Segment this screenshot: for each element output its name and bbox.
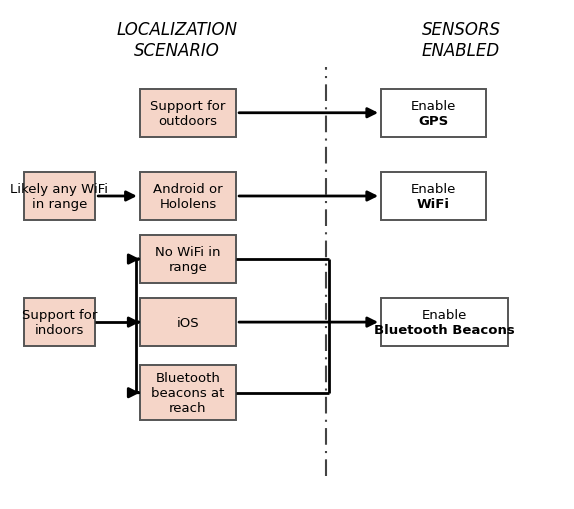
Text: Bluetooth
beacons at
reach: Bluetooth beacons at reach	[152, 372, 224, 414]
Text: Bluetooth Beacons: Bluetooth Beacons	[374, 324, 515, 336]
FancyBboxPatch shape	[139, 90, 236, 137]
FancyBboxPatch shape	[139, 365, 236, 420]
Text: LOCALIZATION
SCENARIO: LOCALIZATION SCENARIO	[117, 21, 238, 60]
Text: Likely any WiFi
in range: Likely any WiFi in range	[10, 183, 108, 211]
Text: No WiFi in
range: No WiFi in range	[155, 245, 220, 273]
Text: Enable: Enable	[410, 183, 456, 195]
Text: GPS: GPS	[418, 115, 448, 128]
Text: Enable: Enable	[422, 308, 467, 321]
Text: Android or
Hololens: Android or Hololens	[153, 183, 223, 211]
Text: SENSORS
ENABLED: SENSORS ENABLED	[421, 21, 501, 60]
FancyBboxPatch shape	[139, 236, 236, 284]
Text: Support for
outdoors: Support for outdoors	[150, 100, 226, 128]
FancyBboxPatch shape	[139, 173, 236, 220]
Text: iOS: iOS	[177, 316, 199, 329]
FancyBboxPatch shape	[381, 90, 486, 137]
FancyBboxPatch shape	[24, 299, 95, 347]
FancyBboxPatch shape	[24, 173, 95, 220]
FancyBboxPatch shape	[381, 173, 486, 220]
Text: Support for
indoors: Support for indoors	[22, 308, 97, 336]
Text: WiFi: WiFi	[417, 197, 450, 211]
Text: Enable: Enable	[410, 99, 456, 112]
FancyBboxPatch shape	[139, 299, 236, 347]
FancyBboxPatch shape	[381, 299, 508, 347]
